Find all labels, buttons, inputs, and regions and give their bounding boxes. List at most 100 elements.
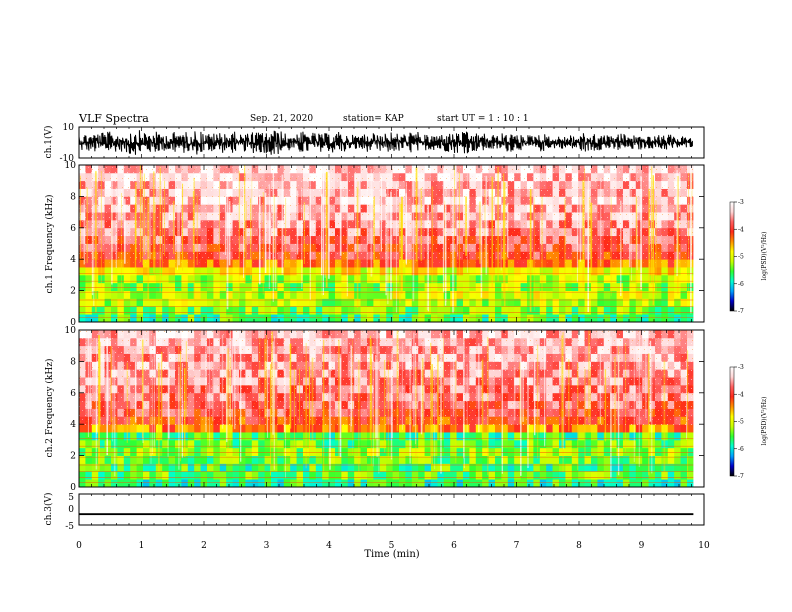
ch1-spec-cell xyxy=(622,306,630,315)
ch1-spec-cell xyxy=(546,306,553,315)
ch2-spec-cell xyxy=(85,447,93,456)
ch1-spec-cell xyxy=(341,290,349,299)
ch2-spec-cell xyxy=(85,432,93,441)
ch2-spec-cell xyxy=(315,479,323,488)
ch2-spec-cell xyxy=(565,463,573,472)
ch2-spec-cell xyxy=(366,447,374,456)
ch1-colorbar-bar xyxy=(729,201,735,312)
ch2-spec-cell xyxy=(206,479,214,488)
ch1-spec-cell xyxy=(143,259,150,268)
figure-title: VLF Spectra xyxy=(79,112,149,125)
ch1-spec-cell xyxy=(398,306,406,315)
ch1-spec-cell xyxy=(194,282,201,291)
ch2-spec-cell xyxy=(501,424,509,433)
ch1-spec-cell xyxy=(245,282,253,291)
ch1-spec-cell xyxy=(565,259,573,268)
ch1-spec-cell xyxy=(181,290,189,299)
ch2-spec-band-4 xyxy=(79,447,694,456)
ch2-spec-narrowband-lines xyxy=(79,437,694,483)
ch1-spec-ytick-label: 2 xyxy=(70,287,76,297)
ch2-spec-cell xyxy=(386,424,393,433)
ch2-spec-cell xyxy=(610,463,617,472)
ch1-spec-cell xyxy=(194,259,201,268)
ch2-spec-cell xyxy=(610,471,617,480)
ch1-spec-cell xyxy=(251,267,259,276)
ch1-spec-cell xyxy=(130,267,137,276)
ch2-spec-cell xyxy=(213,424,221,433)
ch2-spec-cell xyxy=(130,432,137,441)
ch1-spec-cell xyxy=(597,267,605,276)
ch1-spec-cell xyxy=(283,290,291,299)
ch1-spec-cell xyxy=(315,267,323,276)
ch2-spec-cell xyxy=(648,479,656,488)
ch1-spec-cell xyxy=(175,290,182,299)
ch1-spec-cell xyxy=(149,274,157,284)
ch2-spec-cell xyxy=(328,432,336,441)
ch1-spec-cell xyxy=(309,298,317,307)
ch1-spec-cell xyxy=(462,274,470,284)
ch2-spec-cell xyxy=(635,439,643,449)
ch1-spec-cell xyxy=(251,314,259,323)
ch2-spec-cell xyxy=(482,471,489,480)
ch2-spec-cell xyxy=(482,479,489,488)
ch2-spec-cell xyxy=(482,455,489,464)
ch1-spec-cell xyxy=(290,290,297,299)
ch2-spec-cell xyxy=(219,439,227,449)
ch2-spec-cell xyxy=(98,455,105,464)
ch1-spec-cell xyxy=(136,259,144,268)
ch1-spec-cell xyxy=(475,314,483,323)
ch1-spec-cell xyxy=(475,306,483,315)
ch1-spec-cell xyxy=(430,274,438,284)
ch2-spec-cell xyxy=(143,447,150,456)
ch1-spec-cell xyxy=(418,314,425,323)
ch1-spec-cell xyxy=(597,282,605,291)
ch2-spec-cell xyxy=(347,432,355,441)
ch2-spec-cell xyxy=(603,424,611,433)
ch2-spec-cell xyxy=(175,463,182,472)
ch2-spec-cell xyxy=(571,424,579,433)
ch1-spec-cell xyxy=(494,314,502,323)
ch2-spec-cell xyxy=(187,471,195,480)
ch2-spec-cell xyxy=(488,479,496,488)
ch2-spec-cell xyxy=(123,424,131,433)
ch1-spec-cell xyxy=(674,298,681,307)
ch1-spec-cell xyxy=(392,298,400,307)
ch2-spec-cell xyxy=(667,424,675,433)
ch1-spec-cell xyxy=(616,267,624,276)
ch2-spec-cell xyxy=(347,455,355,464)
ch1-spec-cell xyxy=(610,267,617,276)
ch2-spec-cell xyxy=(258,455,265,464)
ch2-spec-cell xyxy=(85,439,93,449)
ch2-spec-cell xyxy=(520,479,528,488)
ch2-spec-cell xyxy=(488,447,496,456)
ch1-spec-cell xyxy=(168,298,176,307)
ch2-spec-cell xyxy=(226,471,233,480)
ch1-spec-cell xyxy=(558,282,566,291)
ch2-spec-cell xyxy=(98,424,105,433)
ch1-spec-cell xyxy=(79,306,86,315)
ch2-spec-ytick-label: 0 xyxy=(70,483,76,493)
ch1-spec-cell xyxy=(418,259,425,268)
ch2-spec-cell xyxy=(622,424,630,433)
ch2-spec-cell xyxy=(226,479,233,488)
ch2-spec-cell xyxy=(539,439,547,449)
ch1-spec-cell xyxy=(264,290,272,299)
ch1-spec-cell xyxy=(175,267,182,276)
ch2-spec-cell xyxy=(430,447,438,456)
ch1-spec-cell xyxy=(136,290,144,299)
ch2-spec-cell xyxy=(277,471,285,480)
ch2-spec-cell xyxy=(654,447,662,456)
ch1-spec-cell xyxy=(603,282,611,291)
ch2-spec-cell xyxy=(232,439,240,449)
ch2-spec-cell xyxy=(469,424,477,433)
ch2-spec-cell xyxy=(194,432,201,441)
ch2-spec-cell xyxy=(603,479,611,488)
ch1-spec-cell xyxy=(79,314,86,323)
ch1-spec-cell xyxy=(424,314,432,323)
ch1-spec-cell xyxy=(610,290,617,299)
ch1-spec-cell xyxy=(501,306,509,315)
ch2-spec-cell xyxy=(661,447,669,456)
ch2-spec-cell xyxy=(610,424,617,433)
ch2-spec-cell xyxy=(360,455,368,464)
ch2-freq-label: ch.2 Frequency (kHz) xyxy=(44,359,55,458)
